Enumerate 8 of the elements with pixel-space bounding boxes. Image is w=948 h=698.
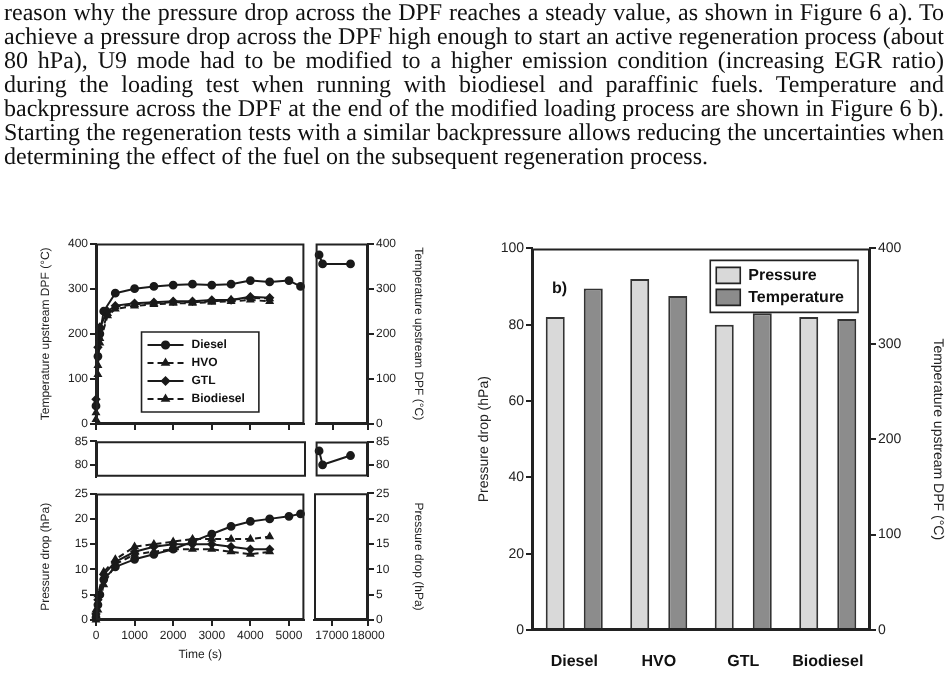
x-tick-label: HVO bbox=[641, 652, 677, 671]
x-tick-label: Biodiesel bbox=[792, 652, 864, 671]
legend-label: Temperature bbox=[748, 287, 846, 306]
text: reason why the pressure drop across the DPF reaches a steady value, as shown in Figure 6 a). To achieve a pressure drop across the DPF high enough to start an active regeneration process (about 80 hPa), U9 mode had to be modified to a higher emission condition (increasing EGR ratio) during the loading test when running with biodiesel and paraffinic fuels. Temperature and backpressure across the DPF at the end of the modified loading process are shown in Figure 6 b). Starting the regeneration tests with a similar backpressure allows reducing the uncertainties when determining the effect of the fuel on the subsequent regeneration process. bbox=[4, 0, 944, 170]
x-tick-label: Diesel bbox=[550, 652, 598, 671]
annotation: b) bbox=[552, 278, 568, 297]
legend-label: Pressure bbox=[748, 265, 818, 284]
x-tick-label: GTL bbox=[727, 652, 760, 671]
